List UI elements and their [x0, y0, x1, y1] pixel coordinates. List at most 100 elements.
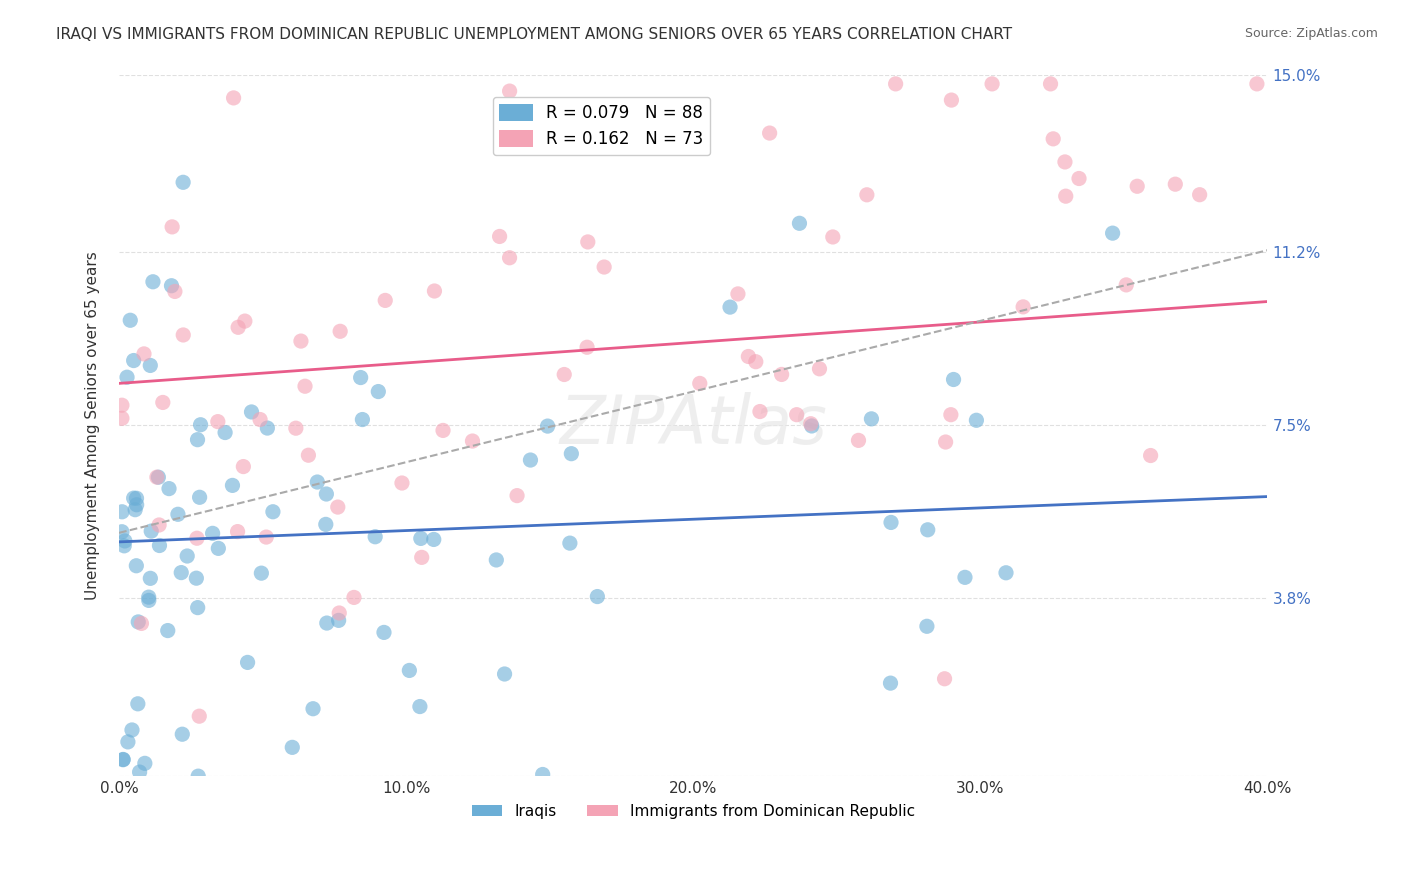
Immigrants from Dominican Republic: [1139, 449, 1161, 463]
Immigrants from Dominican Republic: [935, 435, 957, 450]
Iraqis: [127, 697, 149, 711]
Immigrants from Dominican Republic: [737, 350, 759, 364]
Iraqis: [148, 470, 170, 484]
Immigrants from Dominican Republic: [1246, 77, 1268, 91]
Immigrants from Dominican Republic: [163, 285, 186, 299]
Iraqis: [125, 558, 148, 573]
Iraqis: [114, 533, 136, 548]
Iraqis: [134, 756, 156, 771]
Immigrants from Dominican Republic: [326, 500, 349, 514]
Immigrants from Dominican Republic: [432, 424, 454, 438]
Iraqis: [352, 412, 374, 426]
Immigrants from Dominican Republic: [343, 591, 366, 605]
Immigrants from Dominican Republic: [884, 77, 907, 91]
Iraqis: [531, 767, 554, 781]
Iraqis: [115, 370, 138, 384]
Iraqis: [139, 359, 162, 373]
Immigrants from Dominican Republic: [172, 328, 194, 343]
Immigrants from Dominican Republic: [284, 421, 307, 435]
Immigrants from Dominican Republic: [207, 415, 229, 429]
Immigrants from Dominican Republic: [329, 324, 352, 338]
Immigrants from Dominican Republic: [498, 84, 520, 98]
Iraqis: [138, 593, 160, 607]
Iraqis: [536, 419, 558, 434]
Immigrants from Dominican Republic: [232, 459, 254, 474]
Immigrants from Dominican Republic: [423, 284, 446, 298]
Iraqis: [122, 353, 145, 368]
Immigrants from Dominican Republic: [821, 230, 844, 244]
Iraqis: [315, 616, 337, 631]
Immigrants from Dominican Republic: [553, 368, 575, 382]
Iraqis: [125, 498, 148, 512]
Iraqis: [111, 524, 134, 539]
Immigrants from Dominican Republic: [1042, 132, 1064, 146]
Immigrants from Dominican Republic: [146, 470, 169, 484]
Immigrants from Dominican Republic: [186, 531, 208, 545]
Immigrants from Dominican Republic: [941, 93, 963, 107]
Immigrants from Dominican Republic: [297, 448, 319, 462]
Text: ZIPAtlas: ZIPAtlas: [560, 392, 827, 458]
Iraqis: [917, 523, 939, 537]
Iraqis: [995, 566, 1018, 580]
Iraqis: [141, 524, 163, 538]
Immigrants from Dominican Republic: [727, 286, 749, 301]
Immigrants from Dominican Republic: [1126, 179, 1149, 194]
Iraqis: [558, 536, 581, 550]
Iraqis: [167, 508, 190, 522]
Immigrants from Dominican Republic: [593, 260, 616, 274]
Immigrants from Dominican Republic: [374, 293, 396, 308]
Immigrants from Dominican Republic: [411, 550, 433, 565]
Immigrants from Dominican Republic: [1067, 171, 1090, 186]
Iraqis: [485, 553, 508, 567]
Iraqis: [120, 313, 142, 327]
Iraqis: [586, 590, 609, 604]
Iraqis: [112, 753, 135, 767]
Iraqis: [207, 541, 229, 556]
Legend: Iraqis, Immigrants from Dominican Republic: Iraqis, Immigrants from Dominican Republ…: [465, 797, 921, 825]
Immigrants from Dominican Republic: [391, 476, 413, 491]
Immigrants from Dominican Republic: [786, 408, 808, 422]
Iraqis: [800, 419, 823, 434]
Immigrants from Dominican Republic: [749, 404, 772, 418]
Immigrants from Dominican Republic: [132, 347, 155, 361]
Iraqis: [315, 487, 337, 501]
Iraqis: [364, 530, 387, 544]
Iraqis: [953, 570, 976, 584]
Iraqis: [170, 566, 193, 580]
Iraqis: [256, 421, 278, 435]
Immigrants from Dominican Republic: [294, 379, 316, 393]
Iraqis: [718, 300, 741, 314]
Iraqis: [281, 740, 304, 755]
Immigrants from Dominican Republic: [254, 530, 277, 544]
Immigrants from Dominican Republic: [506, 489, 529, 503]
Iraqis: [156, 624, 179, 638]
Immigrants from Dominican Republic: [131, 616, 153, 631]
Iraqis: [122, 491, 145, 505]
Immigrants from Dominican Republic: [981, 77, 1004, 91]
Immigrants from Dominican Republic: [808, 361, 831, 376]
Immigrants from Dominican Republic: [1039, 77, 1062, 91]
Immigrants from Dominican Republic: [488, 229, 510, 244]
Immigrants from Dominican Republic: [758, 126, 780, 140]
Iraqis: [307, 475, 329, 489]
Iraqis: [139, 571, 162, 585]
Immigrants from Dominican Republic: [233, 314, 256, 328]
Iraqis: [221, 478, 243, 492]
Immigrants from Dominican Republic: [498, 251, 520, 265]
Iraqis: [138, 590, 160, 604]
Immigrants from Dominican Republic: [1188, 187, 1211, 202]
Immigrants from Dominican Republic: [1164, 177, 1187, 191]
Iraqis: [148, 539, 170, 553]
Iraqis: [302, 702, 325, 716]
Iraqis: [128, 765, 150, 780]
Iraqis: [560, 447, 582, 461]
Iraqis: [236, 656, 259, 670]
Iraqis: [328, 613, 350, 627]
Iraqis: [112, 539, 135, 553]
Iraqis: [494, 667, 516, 681]
Iraqis: [121, 723, 143, 737]
Immigrants from Dominican Republic: [848, 434, 870, 448]
Iraqis: [789, 216, 811, 230]
Immigrants from Dominican Republic: [111, 398, 134, 412]
Iraqis: [965, 413, 987, 427]
